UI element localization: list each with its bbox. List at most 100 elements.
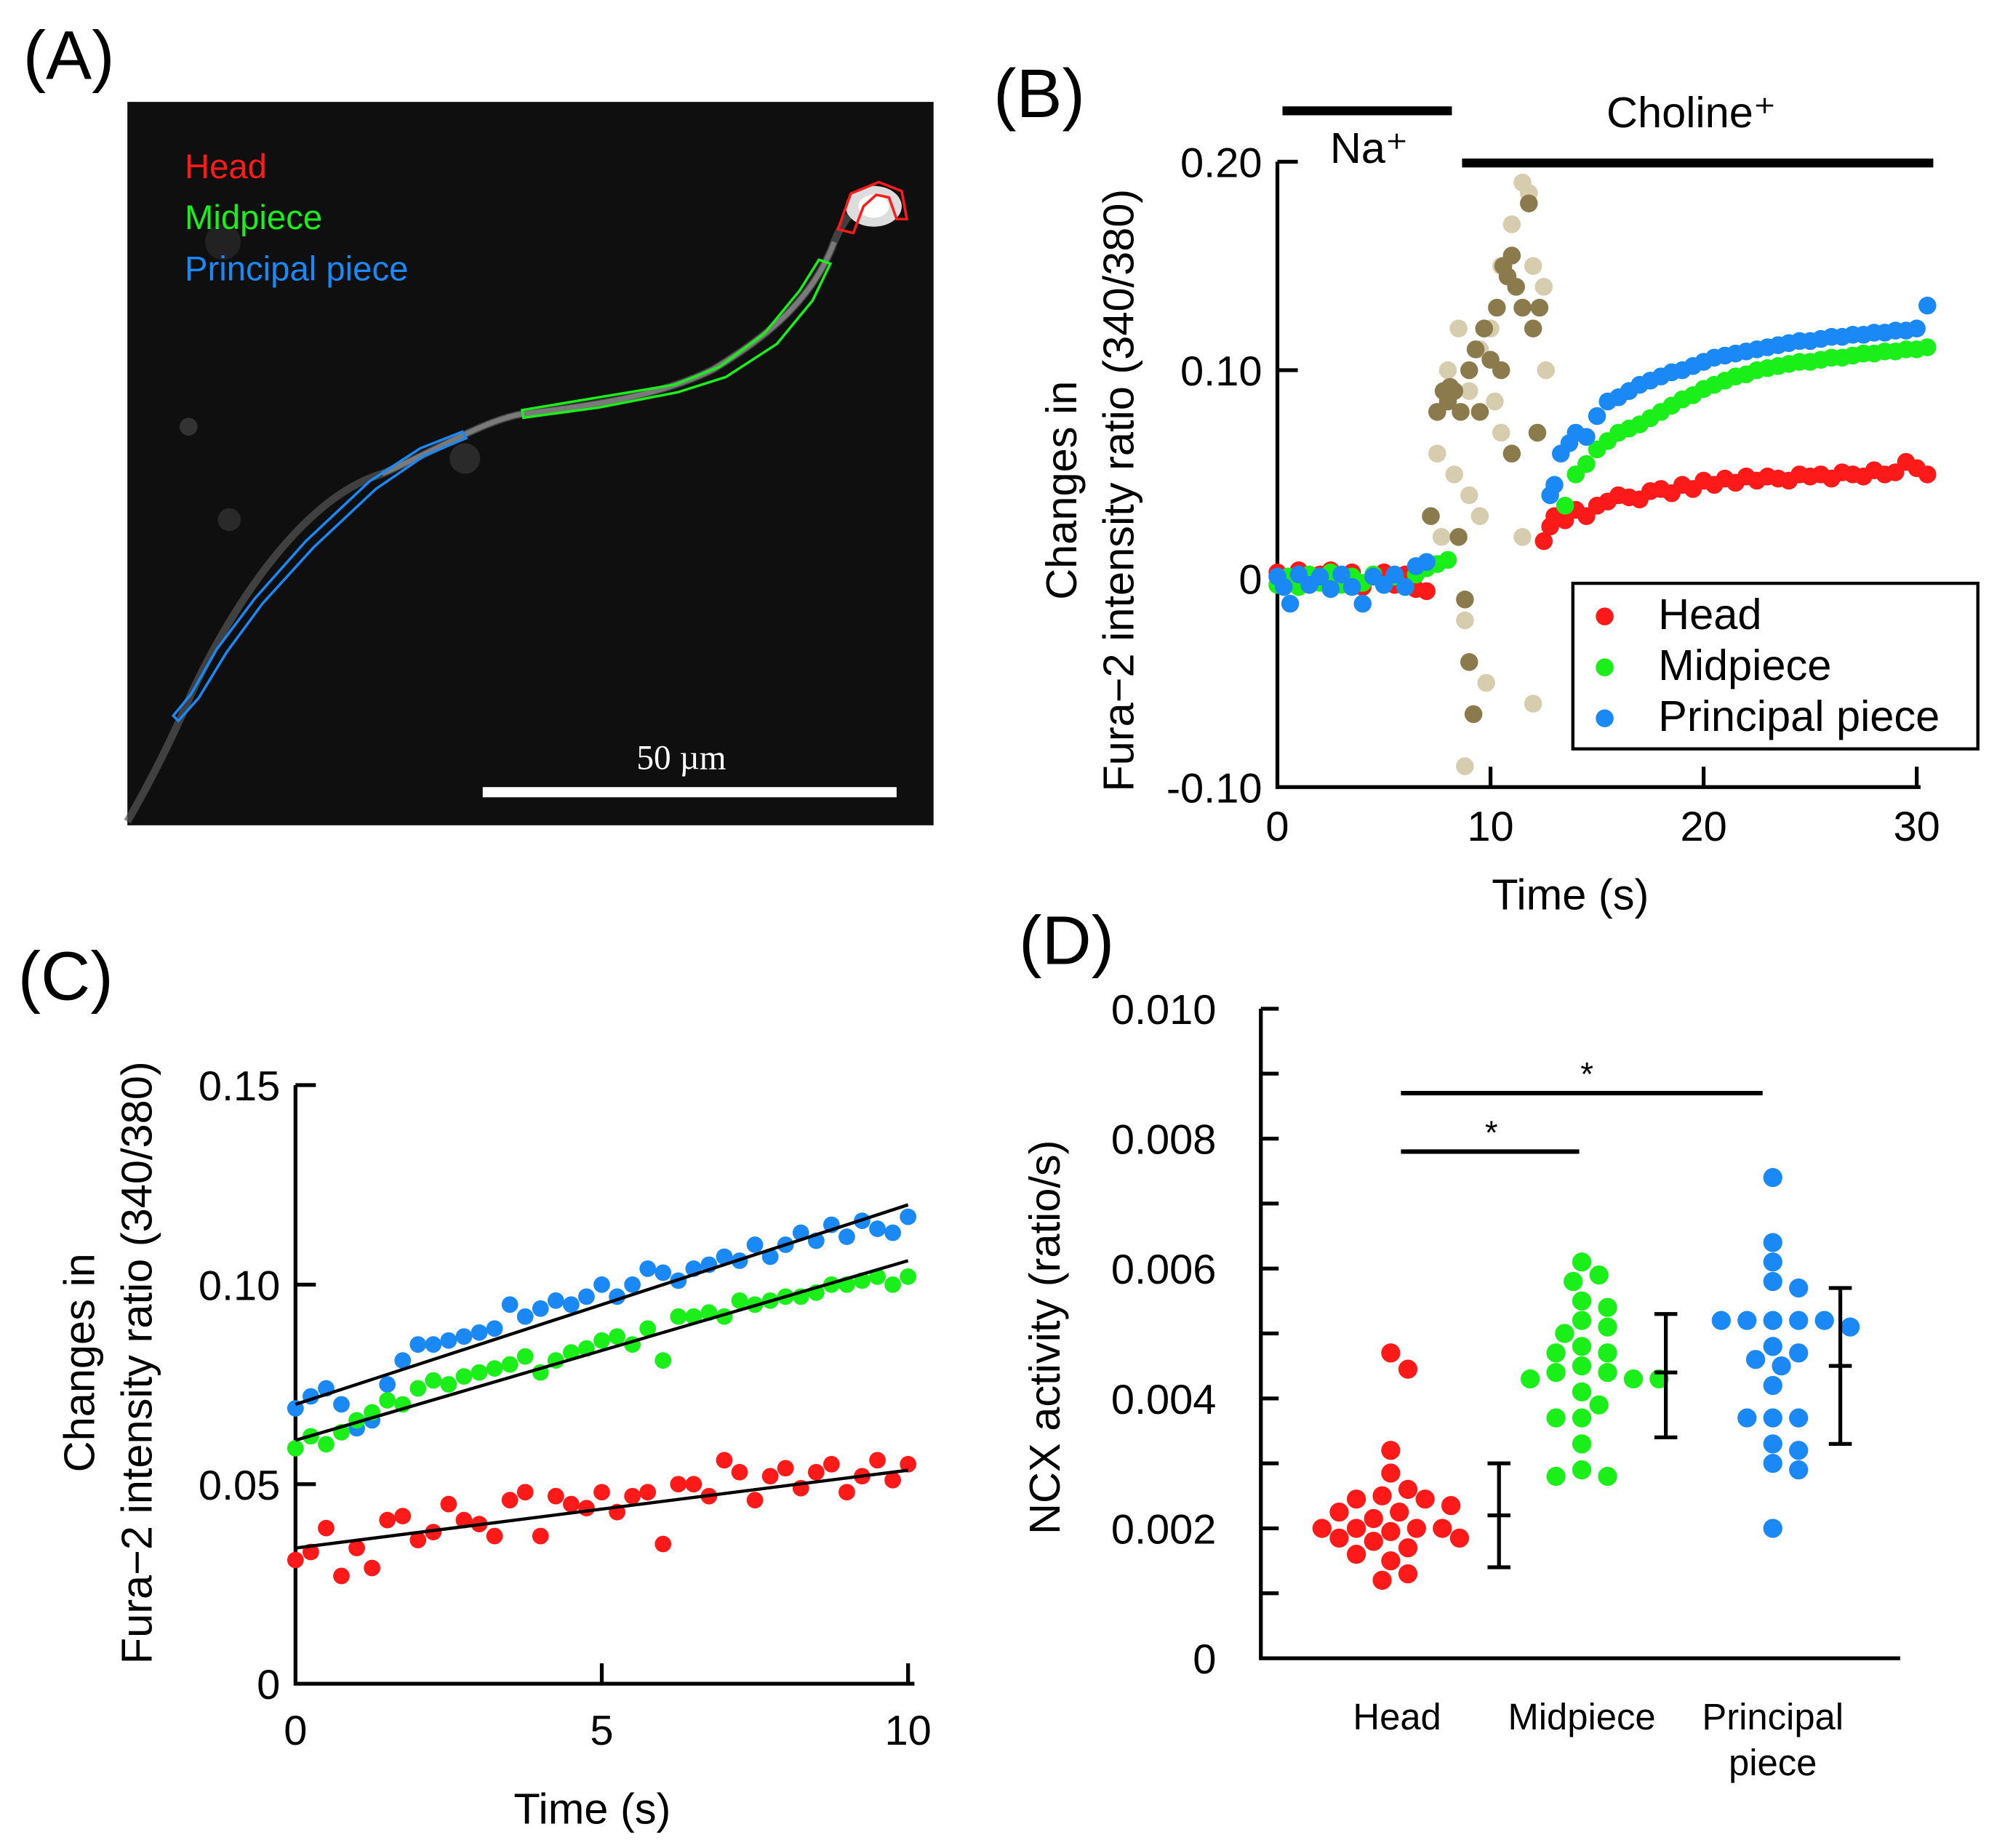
data-point-midpiece [1546, 1408, 1566, 1428]
data-point-principal [1385, 565, 1404, 584]
data-point-head [501, 1492, 519, 1509]
data-point-transient_light [1477, 673, 1495, 692]
panel-b: (B) Time (s) Changes in Fura−2 intensity… [993, 55, 1980, 919]
data-point-principal [900, 1208, 917, 1225]
data-point-transient_light [1534, 278, 1553, 296]
data-point-principal [333, 1396, 350, 1413]
data-point-principal [869, 1220, 886, 1237]
legend-marker-principal [1596, 709, 1614, 727]
data-point-transient_dark [1422, 507, 1440, 525]
panel-label-c: (C) [18, 938, 113, 1015]
data-point-transient_dark [1456, 591, 1474, 609]
data-point-principal [1789, 1441, 1809, 1460]
data-point-head [655, 1535, 672, 1553]
y-axis-label-c-line1: Changes in [55, 1253, 104, 1472]
data-point-midpiece [1546, 1343, 1566, 1363]
data-point-head [1433, 1519, 1452, 1538]
y-tick-label-d: 0.010 [1111, 987, 1217, 1033]
data-point-principal [409, 1336, 427, 1353]
category-label: Head [1353, 1696, 1441, 1737]
legend-b-head: Head [1658, 590, 1761, 639]
data-point-head [807, 1463, 825, 1481]
data-point-transient_light [1432, 528, 1451, 546]
data-point-principal [394, 1352, 412, 1369]
data-point-principal [1737, 1408, 1757, 1428]
data-point-midpiece [670, 1308, 687, 1325]
data-point-midpiece [1918, 338, 1937, 356]
data-point-principal [578, 1288, 595, 1305]
data-point-midpiece [609, 1328, 625, 1345]
data-point-transient_dark [1530, 298, 1549, 317]
data-point-head [670, 1476, 687, 1493]
data-point-transient_dark [1475, 319, 1494, 337]
fit-line-midpiece [295, 1259, 909, 1442]
data-point-principal [1789, 1460, 1809, 1480]
roi-principal [171, 430, 468, 723]
scale-bar-label: 50 µm [636, 740, 726, 777]
significance-marker: * [1580, 1056, 1593, 1093]
data-point-head [1329, 1528, 1349, 1548]
data-point-principal [1763, 1168, 1782, 1188]
data-point-transient_dark [1513, 298, 1532, 317]
data-point-head [869, 1452, 886, 1469]
data-point-principal [1763, 1252, 1782, 1272]
data-point-transient_light [1445, 465, 1463, 484]
y-axis-label-c-line2: Fura−2 intensity ratio (340/380) [112, 1061, 161, 1664]
category-label: Principal [1702, 1696, 1844, 1737]
data-point-midpiece [1572, 1434, 1592, 1454]
y-tick-label-c: 0.10 [199, 1263, 280, 1309]
data-point-transient_dark [1524, 319, 1542, 337]
y-tick-label-b: 0.10 [1180, 348, 1262, 395]
data-point-midpiece [884, 1276, 901, 1293]
data-point-midpiece [1598, 1297, 1617, 1317]
data-point-midpiece [1556, 497, 1574, 515]
data-point-principal [1417, 553, 1436, 571]
panel-d: (D) NCX activity (ratio/s) 0.010 0.008 0.0… [1019, 903, 1900, 1783]
data-point-midpiece [1577, 455, 1596, 473]
data-point-midpiece [1555, 1324, 1574, 1343]
data-point-principal [746, 1236, 764, 1253]
data-point-transient_dark [1460, 361, 1478, 380]
data-point-midpiece [1598, 1466, 1617, 1487]
micrograph [127, 102, 934, 825]
data-point-midpiece [1572, 1408, 1592, 1428]
data-point-principal [1711, 1311, 1731, 1330]
data-point-midpiece [1520, 1369, 1540, 1389]
legend-b-midpiece: Midpiece [1658, 641, 1831, 689]
data-point-head [1398, 1359, 1418, 1379]
data-point-head [1364, 1532, 1383, 1551]
data-point-head [364, 1559, 381, 1577]
data-point-transient_light [1460, 382, 1478, 400]
data-point-principal [1763, 1337, 1782, 1356]
data-point-midpiece [1438, 551, 1457, 569]
fit-line-principal [295, 1203, 909, 1407]
category-label: Midpiece [1508, 1696, 1655, 1737]
data-point-midpiece [1546, 1362, 1566, 1383]
data-point-head [1390, 1502, 1409, 1522]
data-point-head [839, 1484, 855, 1501]
data-point-head [1398, 1564, 1418, 1584]
data-point-transient_dark [1460, 653, 1478, 671]
fit-line-head [295, 1468, 908, 1550]
data-point-transient_light [1524, 257, 1542, 275]
data-point-head [1441, 1496, 1461, 1516]
data-point-head [1417, 582, 1436, 601]
data-point-head [394, 1508, 412, 1525]
legend-marker-head [1596, 607, 1614, 625]
data-point-head [1381, 1343, 1401, 1363]
data-point-principal [1789, 1311, 1809, 1330]
data-point-principal [639, 1260, 657, 1277]
data-point-principal [1275, 577, 1293, 596]
data-point-head [1534, 532, 1553, 551]
data-point-principal [1918, 296, 1937, 315]
data-point-principal [1310, 567, 1329, 586]
data-point-head [1381, 1441, 1401, 1460]
roi-midpiece [521, 258, 833, 420]
data-point-principal [1353, 594, 1372, 613]
data-point-principal [516, 1308, 534, 1325]
data-point-midpiece [900, 1268, 917, 1285]
data-point-midpiece [318, 1436, 335, 1453]
data-point-midpiece [1572, 1356, 1592, 1376]
legend-marker-midpiece [1596, 658, 1614, 676]
